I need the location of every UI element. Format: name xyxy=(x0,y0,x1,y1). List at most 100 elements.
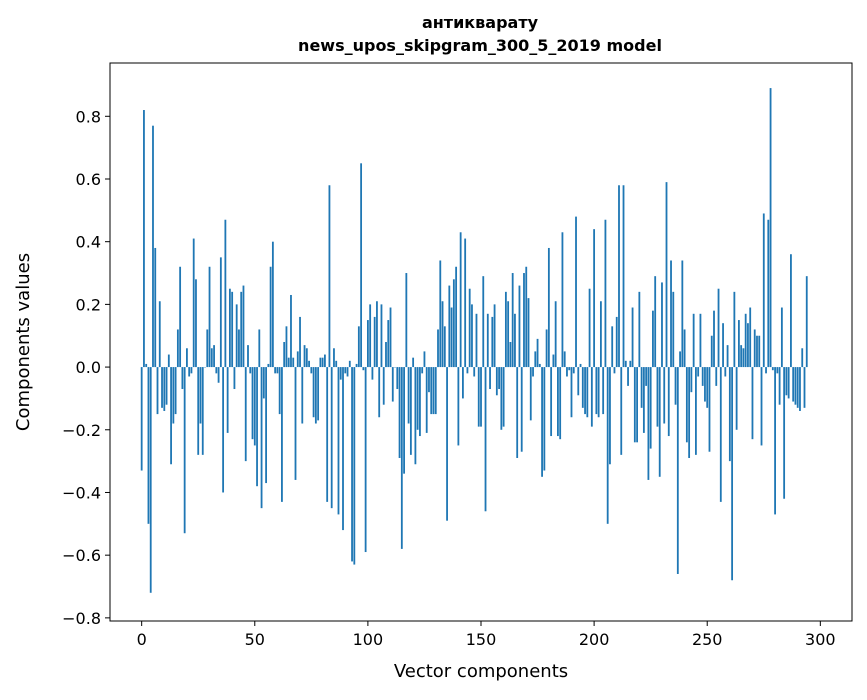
bar xyxy=(758,336,760,367)
bar xyxy=(589,289,591,367)
bar xyxy=(338,367,340,514)
bar xyxy=(274,367,276,373)
bar xyxy=(252,367,254,439)
bar xyxy=(211,348,213,367)
bar xyxy=(670,260,672,367)
bar xyxy=(170,367,172,464)
y-tick-label: 0.4 xyxy=(76,233,101,252)
bar xyxy=(372,367,374,380)
bar xyxy=(686,367,688,442)
bar xyxy=(525,267,527,367)
bar xyxy=(290,295,292,367)
bar xyxy=(801,348,803,367)
bar xyxy=(614,367,616,373)
bar xyxy=(729,367,731,461)
bar xyxy=(514,314,516,367)
bar xyxy=(605,220,607,367)
bar xyxy=(489,367,491,389)
bar xyxy=(220,257,222,367)
x-tick-label: 50 xyxy=(245,630,265,649)
bar xyxy=(270,267,272,367)
bar xyxy=(195,279,197,367)
bar xyxy=(806,276,808,367)
bar xyxy=(611,326,613,367)
bar xyxy=(516,367,518,458)
bar xyxy=(374,317,376,367)
bar xyxy=(424,351,426,367)
bar xyxy=(559,367,561,439)
bar xyxy=(785,367,787,395)
x-tick-label: 200 xyxy=(579,630,610,649)
bar xyxy=(706,367,708,408)
bar xyxy=(573,367,575,373)
bar xyxy=(661,282,663,367)
bar xyxy=(286,326,288,367)
bar xyxy=(292,358,294,367)
bar xyxy=(623,185,625,367)
bar xyxy=(319,358,321,367)
bar xyxy=(675,367,677,405)
bar xyxy=(697,367,699,376)
bar xyxy=(222,367,224,492)
bar xyxy=(580,364,582,367)
bar xyxy=(399,367,401,458)
bar xyxy=(641,367,643,408)
x-tick-label: 250 xyxy=(692,630,723,649)
bar xyxy=(571,367,573,417)
bar xyxy=(498,367,500,389)
bar xyxy=(310,367,312,373)
bar xyxy=(494,304,496,367)
bar xyxy=(543,367,545,470)
bar xyxy=(790,254,792,367)
bar xyxy=(485,367,487,511)
bar xyxy=(568,367,570,370)
bar xyxy=(358,326,360,367)
x-tick-label: 100 xyxy=(353,630,384,649)
bar xyxy=(643,367,645,433)
bar xyxy=(645,367,647,386)
bar xyxy=(799,367,801,411)
bar xyxy=(172,367,174,423)
bar xyxy=(756,336,758,367)
bar xyxy=(503,367,505,427)
bar xyxy=(552,355,554,368)
bar xyxy=(335,361,337,367)
bar xyxy=(607,367,609,524)
bar xyxy=(218,367,220,383)
bar xyxy=(265,367,267,483)
bar xyxy=(457,367,459,445)
bar xyxy=(505,292,507,367)
bar xyxy=(677,367,679,574)
bar xyxy=(715,367,717,386)
bar xyxy=(797,367,799,408)
bar xyxy=(433,367,435,414)
bar xyxy=(713,311,715,367)
bar xyxy=(360,163,362,367)
bar xyxy=(410,367,412,455)
bar xyxy=(383,367,385,405)
bar xyxy=(313,367,315,417)
bar xyxy=(783,367,785,499)
bar xyxy=(349,361,351,367)
bar xyxy=(304,345,306,367)
bar xyxy=(702,367,704,386)
bar xyxy=(582,367,584,408)
bar xyxy=(227,367,229,433)
bar xyxy=(392,367,394,401)
bar xyxy=(191,367,193,373)
bar xyxy=(148,367,150,524)
bar xyxy=(464,239,466,368)
bar xyxy=(638,292,640,367)
bar xyxy=(528,298,530,367)
bar xyxy=(157,367,159,414)
bar xyxy=(724,367,726,376)
bar xyxy=(405,273,407,367)
bar xyxy=(414,367,416,464)
bar xyxy=(767,220,769,367)
bar xyxy=(152,126,154,367)
bar xyxy=(482,276,484,367)
bar xyxy=(761,367,763,445)
bar xyxy=(727,345,729,367)
bar xyxy=(566,367,568,376)
